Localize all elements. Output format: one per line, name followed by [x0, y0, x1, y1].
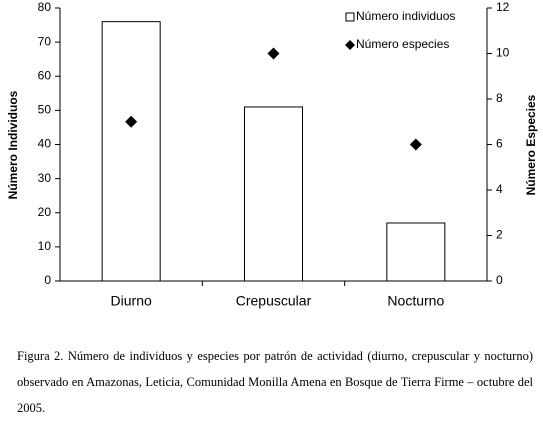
x-tick-label: Crepuscular [236, 293, 312, 309]
x-tick-label: Nocturno [387, 293, 444, 309]
x-tick-label: Diurno [111, 293, 152, 309]
y2-tick-label: 4 [496, 182, 503, 196]
y2-axis-label: Número Especies [524, 94, 538, 195]
y2-tick-label: 6 [496, 137, 503, 151]
y2-tick-label: 10 [496, 46, 510, 60]
marker [267, 47, 280, 60]
legend-swatch [345, 40, 355, 50]
marker [409, 138, 422, 151]
bar [386, 222, 446, 282]
chart: Número Individuos Número Especies 010203… [6, 0, 538, 309]
bar [101, 21, 161, 282]
legend-label: Número individuos [356, 9, 455, 23]
y2-tick-label: 0 [496, 273, 503, 287]
legend-label: Número especies [356, 37, 449, 51]
marker [125, 115, 138, 128]
y-axis-label: Número Individuos [6, 90, 20, 199]
y-tick-label: 0 [44, 273, 51, 287]
y-tick-label: 70 [38, 34, 52, 48]
y-tick-label: 50 [38, 103, 52, 117]
y-tick-label: 30 [38, 171, 52, 185]
y-tick-label: 40 [38, 137, 52, 151]
legend-swatch [345, 12, 355, 22]
y-tick-label: 10 [38, 239, 52, 253]
y2-tick-label: 12 [496, 0, 510, 14]
y2-tick-label: 8 [496, 91, 503, 105]
figure-caption: Figura 2. Número de individuos y especie… [17, 349, 533, 415]
y2-tick-label: 2 [496, 228, 503, 242]
y-tick-label: 80 [38, 0, 52, 14]
y-tick-label: 20 [38, 205, 52, 219]
y-tick-label: 60 [38, 68, 52, 82]
bar [244, 106, 303, 282]
